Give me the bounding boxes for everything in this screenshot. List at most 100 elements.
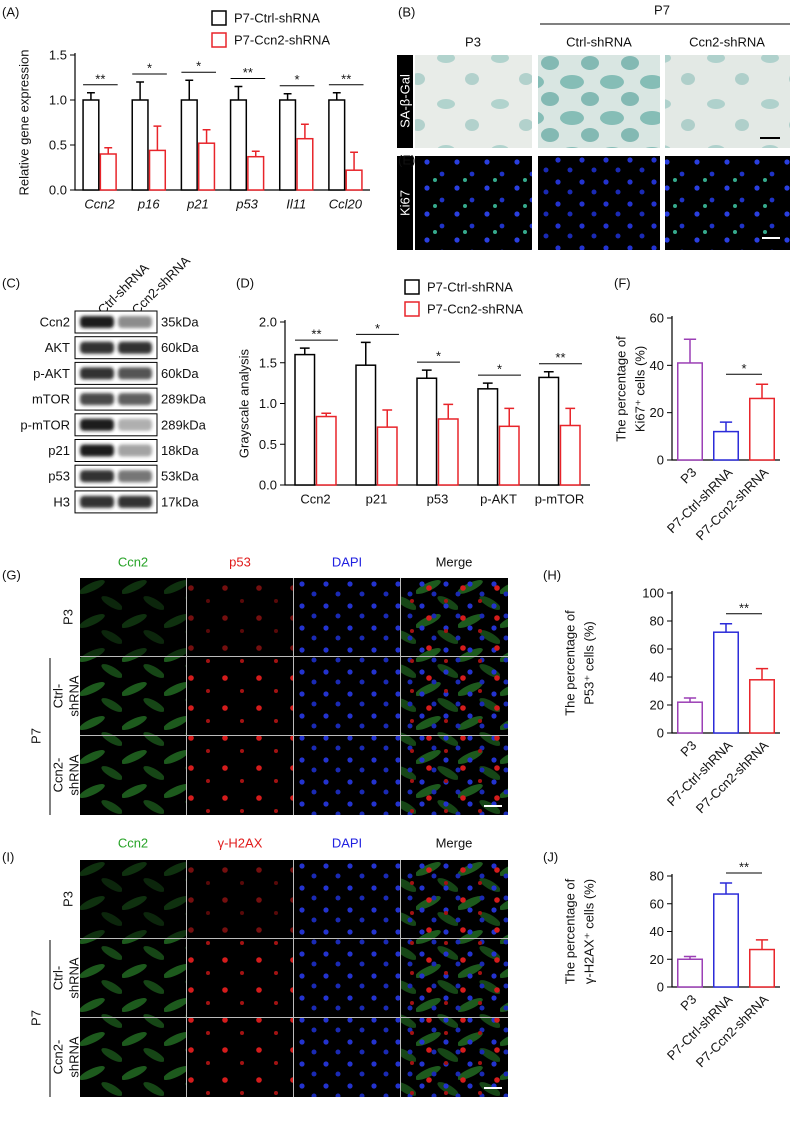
bar — [713, 430, 739, 461]
row-label: Ccn2 — [40, 315, 70, 330]
y-tick-label: 0.0 — [259, 478, 277, 493]
legend-label: P7-Ccn2-shRNA — [427, 302, 523, 317]
significance-label: * — [436, 349, 441, 364]
blot-band — [80, 470, 114, 483]
column-label: p53 — [229, 555, 251, 570]
column-label: DAPI — [332, 555, 362, 570]
image-texture — [415, 55, 532, 148]
error-bar — [755, 667, 769, 680]
stain-label: SA-β-Gal — [398, 74, 413, 128]
y-tick-label: 100 — [642, 586, 664, 601]
bar — [355, 364, 377, 486]
axis — [74, 53, 370, 191]
error-bar — [136, 81, 145, 100]
size-label: 60kDa — [161, 340, 199, 355]
panel-label: (E) — [398, 153, 415, 168]
error-bar — [283, 92, 292, 100]
significance-label: ** — [341, 71, 351, 86]
blot-band — [80, 444, 114, 457]
significance-label: ** — [555, 350, 565, 365]
y-tick-label: 0.5 — [49, 138, 67, 153]
error-bar — [350, 151, 359, 171]
blot-band — [80, 341, 114, 354]
x-tick-label: p21 — [186, 197, 209, 212]
y-axis-label: The percentage of — [614, 336, 629, 442]
row-label: H3 — [53, 494, 70, 509]
x-tick-label: p-mTOR — [535, 492, 585, 507]
size-label: 53kDa — [161, 469, 199, 484]
error-bar — [755, 939, 769, 950]
blot-band — [118, 418, 152, 431]
bar — [229, 99, 248, 191]
size-label: 35kDa — [161, 315, 199, 330]
bar — [749, 679, 775, 734]
y-tick-label: 1.5 — [259, 355, 277, 370]
row-label: Ctrl- — [51, 966, 66, 991]
bar — [148, 149, 167, 191]
bar — [345, 169, 363, 191]
y-tick-label: 20 — [650, 405, 664, 420]
size-label: 289kDa — [161, 392, 207, 407]
x-tick-label: p21 — [366, 492, 388, 507]
blot-band — [118, 393, 152, 406]
bar — [749, 397, 775, 461]
group-label: P7 — [29, 728, 44, 744]
error-bar — [504, 407, 515, 427]
error-bar — [360, 341, 371, 366]
error-bar — [683, 697, 697, 703]
stain-box — [397, 156, 413, 250]
y-tick-label: 1.5 — [49, 48, 67, 63]
legend-swatch — [211, 10, 227, 26]
y-axis-label: Ki67⁺ cells (%) — [633, 346, 648, 432]
panel-label: (H) — [543, 568, 561, 583]
y-tick-label: 20 — [650, 698, 664, 713]
row-label: P3 — [61, 609, 76, 625]
blot-band — [80, 393, 114, 406]
panel-label: (I) — [2, 850, 14, 865]
y-tick-label: 40 — [650, 358, 664, 373]
y-axis-label: Grayscale analysis — [237, 348, 252, 458]
error-bar — [202, 128, 211, 144]
blot-band — [118, 495, 152, 508]
error-bar — [755, 383, 769, 399]
row-label: Ctrl- — [51, 684, 66, 709]
y-tick-label: 60 — [650, 311, 664, 326]
bar — [416, 377, 438, 486]
legend-swatch — [404, 279, 420, 295]
error-bar — [104, 146, 113, 154]
x-tick-label: P3 — [677, 738, 699, 760]
x-tick-label: P3 — [677, 465, 699, 487]
bar — [713, 631, 739, 734]
image-texture — [665, 55, 790, 148]
image-texture — [538, 55, 660, 148]
size-label: 289kDa — [161, 417, 207, 432]
y-tick-label: 80 — [650, 614, 664, 629]
image-grid — [79, 577, 509, 816]
bar — [99, 153, 117, 191]
y-tick-label: 40 — [650, 924, 664, 939]
y-tick-label: 60 — [650, 642, 664, 657]
panel-label: (D) — [236, 276, 254, 291]
column-label: Ccn2-shRNA — [689, 35, 765, 50]
row-label: Ccn2- — [51, 758, 66, 793]
significance-label: * — [497, 362, 502, 377]
y-tick-label: 0 — [657, 453, 664, 468]
error-bar — [565, 407, 576, 426]
row-label: shRNA — [67, 957, 82, 999]
significance-label: * — [196, 59, 201, 74]
column-label: DAPI — [332, 836, 362, 851]
blot-band — [80, 495, 114, 508]
legend-swatch — [211, 32, 227, 48]
y-tick-label: 0.0 — [49, 183, 67, 198]
blot-band — [118, 367, 152, 380]
column-label: Merge — [436, 555, 473, 570]
row-label: shRNA — [67, 1036, 82, 1078]
bar — [247, 155, 265, 191]
bar — [131, 99, 149, 191]
bar — [296, 137, 314, 191]
column-label: Ctrl-shRNA — [566, 35, 632, 50]
bar — [538, 376, 560, 486]
stain-box — [397, 55, 413, 148]
error-bar — [321, 412, 332, 417]
blot-band — [80, 316, 114, 328]
